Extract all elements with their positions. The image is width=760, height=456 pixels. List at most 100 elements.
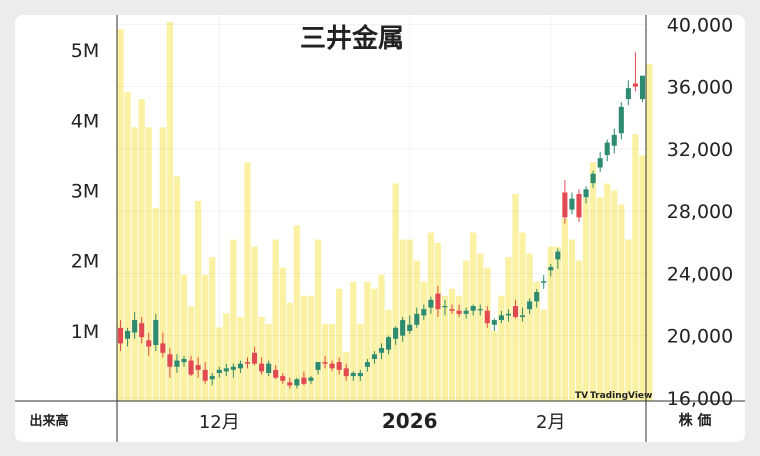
volume-bar: [307, 295, 315, 401]
candle: [386, 335, 392, 355]
volume-tick-label: 2M: [71, 251, 99, 273]
volume-bar: [646, 64, 653, 401]
candle: [223, 363, 229, 377]
candle-body: [216, 369, 222, 373]
candle: [428, 296, 434, 314]
volume-bar: [145, 127, 152, 401]
volume-bar: [371, 288, 378, 401]
candle-body: [174, 360, 180, 367]
candle-body: [259, 363, 265, 372]
candle-body: [230, 366, 236, 370]
candle: [512, 299, 519, 319]
tradingview-logo-icon: TV: [575, 391, 588, 401]
candle-body: [491, 320, 497, 325]
candle-body: [209, 376, 215, 380]
volume-bar: [166, 22, 174, 402]
candle: [209, 372, 215, 386]
price-axis-label: 株 価: [679, 412, 712, 429]
candle: [604, 139, 610, 162]
candle: [308, 376, 314, 384]
candle-body: [611, 134, 617, 146]
volume-bar: [293, 225, 300, 401]
volume-bar: [314, 239, 322, 401]
volume-bar: [180, 274, 188, 401]
candle-body: [393, 327, 399, 339]
volume-axis-ticks: 1M 2M 3M 4M 5M: [71, 40, 99, 343]
volume-bar: [470, 232, 477, 401]
candle-body: [449, 309, 455, 311]
volume-bar: [597, 197, 604, 401]
candle-body: [386, 337, 392, 350]
candle: [160, 332, 166, 358]
candle: [146, 332, 152, 356]
volume-axis-label: 出来高: [29, 413, 68, 429]
candle: [202, 362, 208, 384]
candle: [569, 192, 575, 215]
volume-tick-label: 3M: [71, 180, 99, 202]
volume-bar: [526, 253, 533, 401]
candle: [463, 307, 469, 319]
price-tick-label: 32,000: [667, 139, 733, 161]
volume-bar: [611, 190, 618, 401]
candle-body: [477, 309, 483, 311]
volume-bar: [477, 253, 484, 401]
candle: [562, 179, 568, 224]
candle-body: [294, 379, 300, 386]
volume-bar: [491, 330, 498, 401]
candle-body: [132, 320, 138, 333]
volume-bar: [223, 313, 230, 401]
candle-body: [301, 377, 307, 384]
candle-body: [604, 142, 610, 156]
candle-body: [343, 368, 349, 377]
candle-body: [470, 306, 476, 311]
candle: [583, 186, 589, 204]
candle-body: [378, 348, 385, 353]
candle-body: [484, 310, 490, 324]
candle-body: [237, 363, 243, 369]
candle-body: [632, 83, 638, 87]
volume-bar: [117, 29, 124, 401]
candle-body: [322, 362, 328, 364]
volume-bar: [505, 257, 512, 401]
volume-bar: [540, 309, 547, 401]
candle: [244, 357, 251, 369]
candle-body: [463, 310, 469, 314]
candle: [174, 354, 180, 373]
candle-body: [400, 320, 406, 336]
volume-bar: [385, 309, 392, 401]
candle-body: [202, 369, 208, 381]
candle: [266, 360, 272, 377]
candle: [273, 365, 279, 380]
candle: [555, 248, 561, 269]
candle-body: [548, 267, 554, 271]
volume-bar: [639, 155, 646, 401]
candle: [371, 351, 377, 364]
candle: [597, 151, 603, 173]
candle: [132, 312, 138, 339]
candlestick-chart: 1M 2M 3M 4M 5M 16,000 20,000 24,000 28,000 32,00…: [15, 15, 745, 442]
candle: [414, 307, 420, 328]
candle: [449, 304, 455, 314]
candle: [216, 366, 222, 378]
volume-bar: [272, 239, 279, 401]
candle-body: [541, 281, 547, 283]
candle: [230, 363, 236, 378]
volume-bar: [448, 288, 456, 401]
candle-body: [407, 324, 413, 331]
candle: [301, 371, 307, 386]
candle-body: [639, 75, 646, 100]
candle-body: [329, 363, 335, 369]
tradingview-watermark: TV TradingView: [575, 391, 652, 401]
candle-body: [223, 368, 229, 372]
candle: [484, 306, 490, 328]
candle-body: [498, 315, 504, 321]
time-tick-label: 2月: [536, 412, 565, 433]
volume-bar: [286, 302, 293, 401]
volume-bar: [209, 257, 216, 401]
candle: [421, 304, 427, 321]
candle: [350, 371, 356, 381]
candle: [477, 304, 483, 316]
candle-body: [188, 360, 194, 375]
volume-bar: [589, 162, 597, 401]
volume-bar: [561, 218, 569, 401]
